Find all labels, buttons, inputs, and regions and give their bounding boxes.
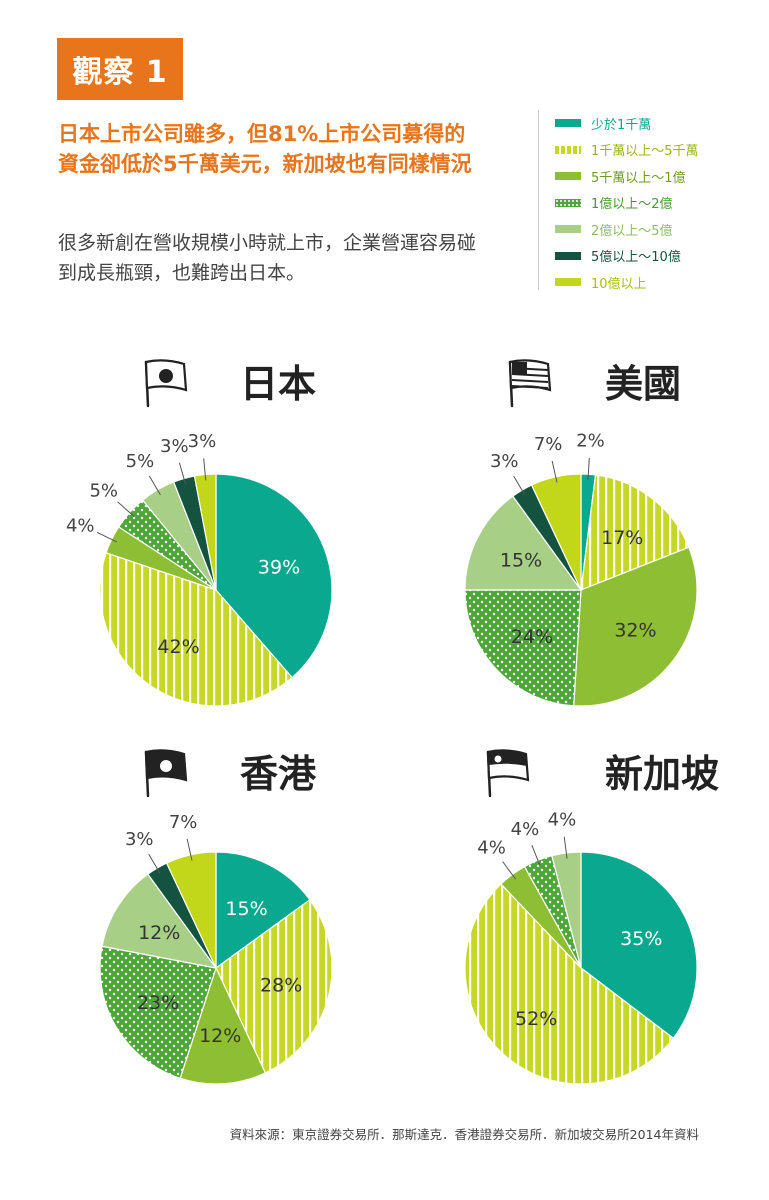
leader-line	[96, 531, 118, 543]
legend-item: 少於1千萬	[555, 110, 755, 137]
data-label: 52%	[515, 1008, 557, 1030]
pie-slice	[99, 945, 217, 1080]
data-label: 12%	[138, 922, 180, 944]
pie-slice	[464, 883, 675, 1085]
legend-label: 10億以上	[591, 276, 647, 292]
data-label: 5%	[89, 480, 118, 501]
pie-slice	[580, 474, 690, 591]
legend-label: 少於1千萬	[591, 117, 652, 133]
data-label: 3%	[490, 451, 519, 472]
chart-title: 新加坡	[605, 752, 719, 796]
data-label: 4%	[66, 515, 95, 536]
data-label: 28%	[260, 975, 302, 997]
legend-item: 5千萬以上～1億	[555, 163, 755, 190]
legend-item: 2億以上～5億	[555, 216, 755, 243]
usa-flag-icon	[508, 359, 552, 408]
data-label: 23%	[137, 992, 179, 1014]
data-label: 17%	[601, 527, 643, 549]
legend-label: 5千萬以上～1億	[591, 170, 686, 186]
data-label: 4%	[511, 819, 540, 840]
leader-line	[531, 845, 541, 866]
chart-title: 美國	[605, 362, 681, 406]
pie-slice	[580, 851, 698, 1040]
japan-flag-icon	[144, 359, 188, 408]
legend-item: 5億以上～10億	[555, 243, 755, 270]
pie-slice	[101, 873, 218, 969]
data-label: 15%	[225, 898, 267, 920]
pie-slice	[215, 898, 333, 1074]
legend-item: 10億以上	[555, 269, 755, 296]
observation-badge: 觀察 1	[57, 38, 183, 100]
pie-slice	[215, 851, 311, 970]
leader-line	[551, 460, 558, 483]
leader-line	[563, 836, 568, 859]
data-label: 3%	[125, 829, 154, 850]
legend-swatch	[555, 198, 581, 207]
chart-title: 日本	[240, 362, 316, 406]
data-label: 35%	[620, 928, 662, 950]
data-label: 39%	[258, 556, 300, 578]
legend-label: 5億以上～10億	[591, 250, 681, 266]
legend-swatch	[555, 172, 581, 181]
data-label: 4%	[548, 809, 577, 830]
data-label: 15%	[500, 549, 542, 571]
hongkong-flag-icon	[144, 749, 188, 798]
data-label: 42%	[157, 636, 199, 658]
pie-slice	[464, 495, 583, 591]
legend-swatch	[555, 251, 581, 260]
data-label: 5%	[126, 451, 155, 472]
legend-label: 1千萬以上～5千萬	[591, 144, 699, 160]
data-label: 7%	[169, 812, 198, 833]
source-note: 資料來源：東京證券交易所．那斯達克．香港證券交易所．新加坡交易所2014年資料	[229, 1127, 699, 1142]
data-label: 4%	[477, 838, 506, 859]
leader-line	[117, 501, 135, 517]
legend-swatch	[555, 145, 581, 154]
leader-line	[148, 475, 161, 496]
legend-swatch	[555, 278, 581, 287]
pie-slice	[215, 473, 333, 679]
leader-line	[513, 475, 526, 496]
leader-line	[148, 853, 161, 874]
leader-line	[178, 462, 187, 485]
legend-label: 2億以上～5億	[591, 223, 673, 239]
legend: 少於1千萬 1千萬以上～5千萬 5千萬以上～1億 1億以上～2億 2億以上～5億 5億以上…	[538, 110, 755, 292]
data-label: 3%	[188, 431, 217, 452]
pie-slice	[99, 552, 293, 707]
legend-swatch	[555, 225, 581, 234]
legend-label: 1億以上～2億	[591, 197, 673, 213]
data-label: 32%	[614, 620, 656, 642]
data-label: 7%	[534, 434, 563, 455]
singapore-flag-icon	[486, 749, 530, 798]
legend-item: 1千萬以上～5千萬	[555, 137, 755, 164]
data-label: 2%	[576, 430, 605, 451]
legend-item: 1億以上～2億	[555, 190, 755, 217]
pie-slice	[573, 546, 698, 707]
data-label: 24%	[511, 626, 553, 648]
data-label: 12%	[199, 1025, 241, 1047]
leader-line	[203, 458, 207, 481]
legend-swatch	[555, 119, 581, 128]
data-label: 3%	[160, 436, 189, 457]
pie-slice	[464, 589, 582, 707]
leader-line	[186, 838, 193, 861]
subtext: 很多新創在營收規模小時就上市，企業營運容易碰到成長瓶頸，也難跨出日本。	[58, 232, 477, 285]
chart-title: 香港	[240, 752, 317, 796]
leader-line	[502, 861, 517, 880]
headline: 日本上市公司雖多，但81%上市公司募得的資金卻低於5千萬美元，新加坡也有同樣情況	[58, 122, 472, 176]
leader-line	[587, 457, 590, 481]
pie-slice	[179, 966, 267, 1085]
